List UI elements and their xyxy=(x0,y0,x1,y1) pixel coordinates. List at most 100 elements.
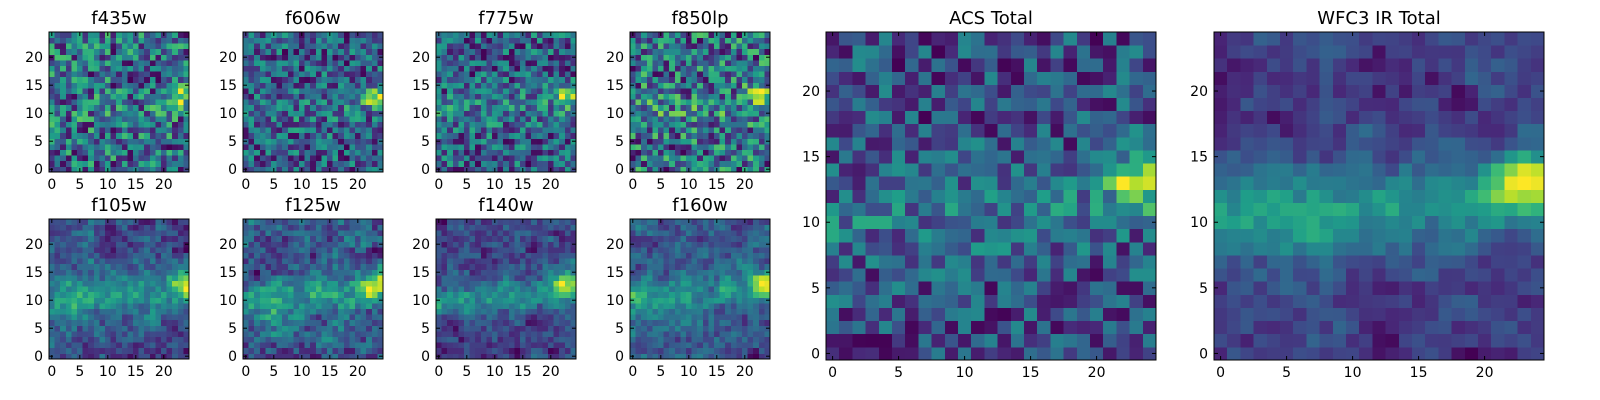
heatmap-cell xyxy=(71,297,78,304)
heatmap-cell xyxy=(553,319,560,326)
heatmap-cell xyxy=(299,224,305,231)
heatmap-cell xyxy=(110,110,117,117)
heatmap-cell xyxy=(276,336,283,343)
heatmap-cell xyxy=(714,116,720,122)
heatmap-cell xyxy=(441,54,448,61)
heatmap-cell xyxy=(138,269,145,276)
heatmap-cell xyxy=(360,347,367,354)
heatmap-cell xyxy=(299,258,305,265)
heatmap-cell xyxy=(508,342,515,349)
heatmap-cell xyxy=(172,155,179,162)
y-tick-label: 5 xyxy=(34,321,43,337)
heatmap-cell xyxy=(669,110,676,117)
heatmap-cell xyxy=(486,104,493,111)
heatmap-cell xyxy=(559,263,566,270)
heatmap-cell xyxy=(663,308,670,315)
heatmap-cell xyxy=(248,230,255,237)
heatmap-cell xyxy=(99,93,106,100)
heatmap-cell xyxy=(646,88,653,94)
heatmap-cell xyxy=(548,263,554,270)
heatmap-cell xyxy=(355,138,361,145)
heatmap-cell xyxy=(99,241,106,248)
heatmap-cell xyxy=(248,60,255,66)
heatmap-cell xyxy=(321,43,328,50)
heatmap-cell xyxy=(641,132,648,139)
heatmap-cell xyxy=(747,331,754,337)
heatmap-cell xyxy=(736,76,743,83)
heatmap-cell xyxy=(276,155,283,162)
heatmap-cell xyxy=(525,88,532,94)
heatmap-cell xyxy=(271,314,277,321)
heatmap-cell xyxy=(652,37,659,44)
heatmap-cell xyxy=(332,48,339,55)
heatmap-cell xyxy=(299,303,305,309)
heatmap-cell xyxy=(635,291,642,298)
heatmap-cell xyxy=(730,336,737,343)
heatmap-cell xyxy=(652,93,659,100)
heatmap-cell xyxy=(652,116,659,122)
heatmap-cell xyxy=(758,121,765,128)
heatmap-cell xyxy=(248,224,255,231)
heatmap-cell xyxy=(259,347,266,354)
heatmap-cell xyxy=(447,230,454,237)
heatmap-cell xyxy=(259,138,266,145)
heatmap-cell xyxy=(259,269,266,276)
heatmap-cell xyxy=(486,219,493,225)
heatmap-cell xyxy=(730,132,737,139)
heatmap-cell xyxy=(486,319,493,326)
heatmap-cell xyxy=(343,235,350,242)
heatmap-cell xyxy=(564,54,571,61)
heatmap-cell xyxy=(486,331,493,337)
heatmap-cell xyxy=(691,331,698,337)
heatmap-cell xyxy=(121,99,128,106)
heatmap-cell xyxy=(447,303,454,309)
heatmap-cell xyxy=(105,303,111,309)
heatmap-cell xyxy=(377,342,384,349)
heatmap-cell xyxy=(564,32,571,38)
heatmap-cell xyxy=(248,82,255,89)
heatmap-cell xyxy=(327,347,333,354)
heatmap-cell xyxy=(88,110,95,117)
heatmap-cell xyxy=(310,99,317,106)
heatmap-cell xyxy=(77,76,83,83)
heatmap-cell xyxy=(65,219,72,225)
heatmap-cell xyxy=(293,286,300,293)
heatmap-cell xyxy=(287,76,294,83)
heatmap-cell xyxy=(243,65,249,72)
heatmap-cell xyxy=(105,93,111,100)
heatmap-cell xyxy=(447,235,454,242)
heatmap-cell xyxy=(691,54,698,61)
heatmap-cell xyxy=(447,43,454,50)
heatmap-cell xyxy=(464,88,470,94)
heatmap-cell xyxy=(475,219,482,225)
heatmap-cell xyxy=(658,37,664,44)
heatmap-cell xyxy=(49,37,55,44)
heatmap-cell xyxy=(93,121,100,128)
heatmap-cell xyxy=(259,65,266,72)
heatmap-cell xyxy=(371,286,378,293)
heatmap-cell xyxy=(452,76,459,83)
heatmap-cell xyxy=(452,149,459,156)
heatmap-cell xyxy=(377,116,384,122)
heatmap-cell xyxy=(77,93,83,100)
heatmap-cell xyxy=(110,54,117,61)
heatmap-cell xyxy=(758,88,765,94)
heatmap-cell xyxy=(514,297,521,304)
heatmap-cell xyxy=(475,353,482,360)
heatmap-cell xyxy=(166,144,173,150)
heatmap-cell xyxy=(293,247,300,253)
heatmap-cell xyxy=(646,32,653,38)
heatmap-cell xyxy=(492,308,498,315)
heatmap-cell xyxy=(630,303,636,309)
heatmap-cell xyxy=(355,121,361,128)
heatmap-cell xyxy=(441,144,448,150)
heatmap-cell xyxy=(508,121,515,128)
heatmap-cell xyxy=(553,269,560,276)
heatmap-cell xyxy=(105,60,111,66)
heatmap-cell xyxy=(520,116,526,122)
heatmap-cell xyxy=(127,37,134,44)
heatmap-cell xyxy=(742,127,748,134)
heatmap-cell xyxy=(447,116,454,122)
heatmap-cell xyxy=(88,263,95,270)
